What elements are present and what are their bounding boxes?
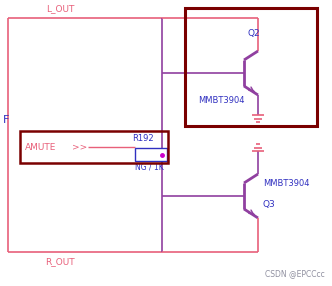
Text: CSDN @EPCCcc: CSDN @EPCCcc — [265, 269, 325, 278]
Text: Q3: Q3 — [263, 200, 276, 209]
Text: AMUTE: AMUTE — [25, 142, 56, 152]
Text: MMBT3904: MMBT3904 — [198, 96, 244, 105]
Text: NG / 1K: NG / 1K — [135, 163, 164, 172]
Bar — [135, 148, 167, 161]
Text: >>: >> — [72, 142, 87, 152]
Text: MMBT3904: MMBT3904 — [263, 179, 309, 188]
Text: R_OUT: R_OUT — [45, 257, 75, 266]
Text: R192: R192 — [132, 134, 154, 143]
Bar — [185, 8, 317, 126]
Bar — [20, 131, 168, 163]
Text: F: F — [3, 115, 9, 125]
Text: L_OUT: L_OUT — [46, 4, 74, 13]
Text: Q2: Q2 — [248, 29, 261, 38]
